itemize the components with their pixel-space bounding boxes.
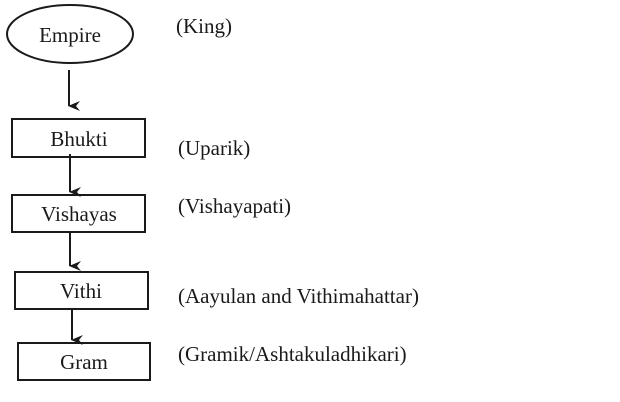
official-vishayapati: (Vishayapati): [178, 194, 291, 218]
node-empire-label: Empire: [39, 23, 101, 47]
node-empire-shape: [6, 4, 134, 64]
node-gram-shape: [17, 342, 151, 381]
official-gramik-ashtakuladhikari: (Gramik/Ashtakuladhikari): [178, 342, 407, 366]
node-bhukti-shape: [11, 118, 146, 158]
node-bhukti-label: Bhukti: [50, 127, 107, 151]
node-vishayas-label: Vishayas: [41, 202, 117, 226]
node-vithi-label: Vithi: [60, 279, 102, 303]
node-vithi-shape: [14, 271, 149, 310]
official-aayulan-vithimahattar: (Aayulan and Vithimahattar): [178, 284, 419, 308]
official-uparik: (Uparik): [178, 136, 250, 160]
node-gram-label: Gram: [60, 350, 108, 374]
official-king: (King): [176, 14, 232, 38]
